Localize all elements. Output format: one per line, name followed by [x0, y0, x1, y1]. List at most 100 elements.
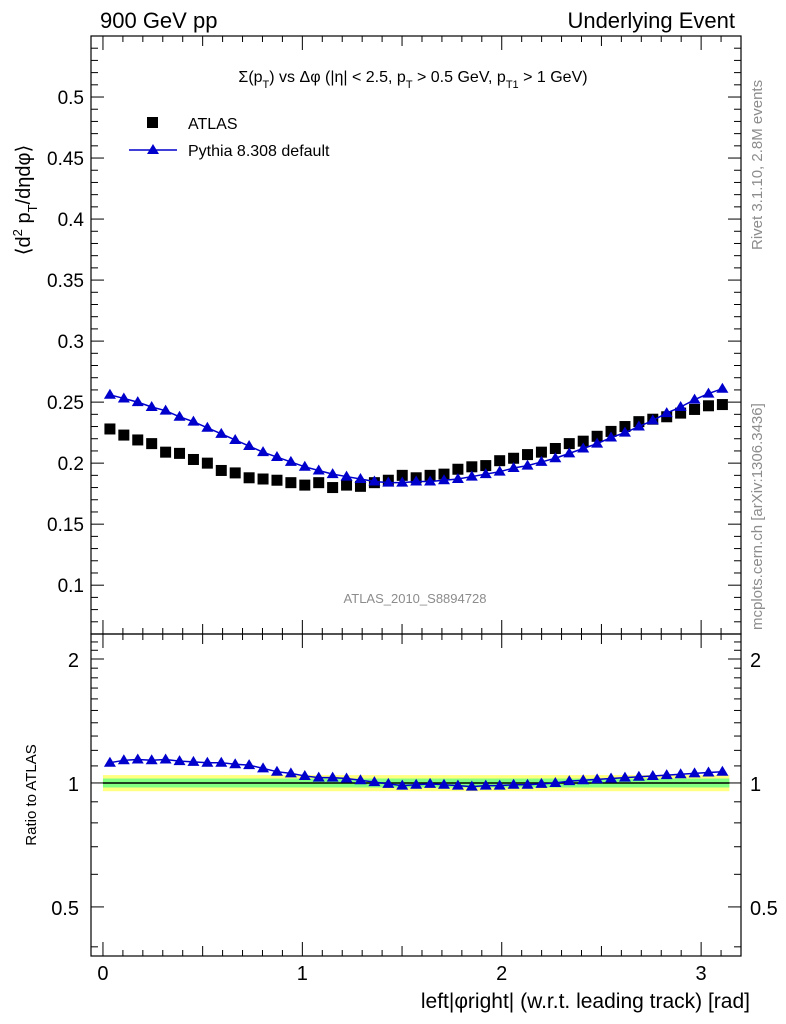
pythia-data-point — [243, 440, 256, 451]
pythia-data-point — [591, 437, 604, 448]
atlas-data-point — [675, 407, 687, 419]
pythia-data-point — [493, 465, 506, 476]
atlas-data-point — [132, 434, 144, 446]
atlas-data-point — [215, 464, 227, 476]
pythia-data-point — [646, 414, 659, 425]
header-left-label: 900 GeV pp — [100, 8, 217, 33]
pythia-data-point — [465, 470, 478, 481]
pythia-series-line — [109, 387, 723, 484]
y-tick-label: 0.45 — [47, 149, 84, 170]
atlas-data-point — [591, 430, 603, 442]
ratio-pythia-point — [201, 756, 214, 767]
pythia-data-point — [368, 475, 381, 486]
pythia-data-point — [605, 431, 618, 442]
atlas-data-point — [243, 472, 255, 484]
ratio-pythia-point — [618, 771, 631, 782]
ratio-pythia-point — [159, 753, 172, 764]
pythia-data-point — [702, 387, 715, 398]
atlas-data-point — [146, 438, 158, 450]
pythia-data-point — [354, 473, 367, 484]
ratio-pythia-point — [424, 777, 437, 788]
pythia-data-point — [103, 388, 116, 399]
pythia-data-point — [215, 427, 228, 438]
ratio-pythia-point — [382, 777, 395, 788]
ratio-pythia-point — [674, 768, 687, 779]
atlas-data-point — [271, 474, 283, 486]
pythia-data-point — [577, 442, 590, 453]
legend-atlas-marker — [147, 117, 158, 128]
main-panel-title: Σ(pT) vs Δφ (|η| < 2.5, pT > 0.5 GeV, pT… — [238, 69, 587, 91]
pythia-data-point — [270, 451, 283, 462]
legend-atlas-label: ATLAS — [188, 116, 238, 133]
pythia-data-point — [451, 473, 464, 484]
ratio-pythia-point — [312, 771, 325, 782]
atlas-data-point — [535, 446, 547, 458]
pythia-data-point — [424, 475, 437, 486]
ratio-pythia-point — [354, 774, 367, 785]
ratio-pythia-point — [535, 777, 548, 788]
ratio-pythia-point — [605, 772, 618, 783]
atlas-data-point — [689, 403, 701, 415]
ratio-pythia-point — [368, 776, 381, 787]
ratio-pythia-point — [493, 779, 506, 790]
pythia-data-point — [563, 447, 576, 458]
legend: ATLAS Pythia 8.308 default — [129, 116, 330, 160]
pythia-data-point — [437, 474, 450, 485]
atlas-data-point — [619, 421, 631, 433]
atlas-data-point — [299, 479, 311, 491]
atlas-data-point — [187, 453, 199, 465]
ratio-pythia-point — [437, 778, 450, 789]
atlas-data-point — [438, 468, 450, 480]
pythia-data-point — [284, 455, 297, 466]
ratio-pythia-point — [577, 774, 590, 785]
legend-pythia-marker — [147, 144, 159, 154]
ratio-pythia-point — [646, 769, 659, 780]
header-right-label: Underlying Event — [567, 8, 735, 33]
atlas-data-point — [563, 438, 575, 450]
atlas-data-point — [494, 455, 506, 467]
legend-pythia-label: Pythia 8.308 default — [188, 143, 330, 160]
ratio-pythia-point — [660, 769, 673, 780]
y-tick-label: 0.15 — [47, 515, 84, 536]
atlas-data-point — [174, 447, 186, 459]
pythia-data-point — [479, 468, 492, 479]
ratio-pythia-point — [340, 772, 353, 783]
ratio-pythia-point — [479, 779, 492, 790]
pythia-data-point — [382, 476, 395, 487]
pythia-data-point — [312, 464, 325, 475]
ratio-pythia-point — [688, 767, 701, 778]
pythia-data-point — [173, 410, 186, 421]
pythia-data-point — [521, 459, 534, 470]
ratio-panel-frame — [90, 633, 742, 957]
atlas-data-point — [396, 469, 408, 481]
ratio-plot-area: 0 1 2 3 0.5 0.5 1 1 2 2 — [51, 634, 778, 985]
ratio-y-tick-label: 2 — [68, 650, 79, 672]
atlas-data-point — [466, 461, 478, 473]
atlas-data-point — [160, 446, 172, 458]
ratio-pythia-point — [632, 770, 645, 781]
atlas-data-point — [201, 457, 213, 469]
atlas-data-point — [257, 473, 269, 485]
main-y-axis-label: ⟨d2 pT/dηdφ⟩ — [10, 145, 40, 256]
rivet-label: Rivet 3.1.10, 2.8M events — [749, 80, 766, 250]
pythia-data-point — [507, 462, 520, 473]
y-tick-label: 0.4 — [58, 210, 85, 231]
atlas-data-point — [605, 425, 617, 437]
pythia-data-point — [716, 382, 729, 393]
atlas-data-point — [522, 449, 534, 461]
ratio-pythia-point — [326, 771, 339, 782]
pythia-data-point — [340, 470, 353, 481]
pythia-data-point — [326, 468, 339, 479]
ratio-y-tick-label: 0.5 — [51, 898, 79, 920]
pythia-data-point — [145, 401, 158, 412]
ratio-pythia-point — [229, 758, 242, 769]
ratio-pythia-point — [563, 775, 576, 786]
x-tick-label: 0 — [97, 963, 108, 985]
ratio-y-axis-label: Ratio to ATLAS — [23, 744, 40, 845]
x-tick-label: 2 — [496, 963, 507, 985]
pythia-data-point — [298, 460, 311, 471]
pythia-data-point — [187, 415, 200, 426]
ratio-pythia-point — [702, 766, 715, 777]
pythia-data-point — [396, 476, 409, 487]
atlas-data-point — [716, 399, 728, 411]
